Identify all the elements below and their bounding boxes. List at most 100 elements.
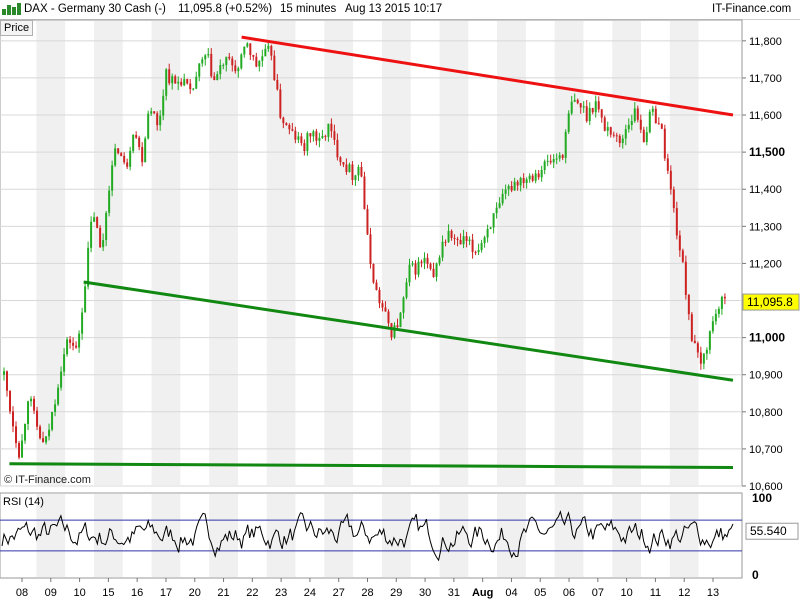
day-stripe <box>36 494 66 577</box>
day-stripe <box>36 21 66 485</box>
candle-up <box>60 371 63 388</box>
candle-down <box>450 230 453 238</box>
candle-down <box>72 342 75 346</box>
candle-up <box>606 127 609 131</box>
candle-down <box>288 125 291 130</box>
candle-up <box>495 207 498 214</box>
candle-down <box>330 123 333 132</box>
candle-up <box>222 64 225 66</box>
candle-down <box>228 56 231 59</box>
candle-up <box>51 411 54 430</box>
candle-down <box>9 390 12 412</box>
price-axis-label: 10,800 <box>749 407 783 419</box>
candle-up <box>267 45 270 49</box>
candle-down <box>126 162 129 167</box>
candle-up <box>633 108 636 122</box>
price-candles <box>3 41 726 460</box>
day-stripe <box>554 21 584 485</box>
day-stripe <box>381 494 411 577</box>
candle-down <box>687 294 690 315</box>
candle-up <box>129 150 132 167</box>
candle-down <box>381 303 384 308</box>
candle-down <box>252 55 255 57</box>
candle-up <box>87 247 90 287</box>
time-axis-label: 28 <box>361 587 373 599</box>
candle-up <box>243 46 246 55</box>
rsi-axis-label: 0 <box>752 568 759 582</box>
candle-up <box>261 56 264 61</box>
candle-up <box>702 353 705 364</box>
candle-down <box>282 117 285 124</box>
candle-down <box>255 56 258 67</box>
candle-down <box>369 234 372 265</box>
candle-down <box>612 134 615 136</box>
candle-down <box>654 108 657 124</box>
candle-up <box>348 164 351 173</box>
candle-up <box>45 436 48 443</box>
candle-down <box>210 53 213 77</box>
candle-down <box>333 131 336 140</box>
candle-up <box>105 212 108 241</box>
candle-up <box>621 138 624 144</box>
candle-down <box>396 325 399 328</box>
candle-up <box>582 106 585 108</box>
candle-up <box>480 243 483 250</box>
candle-up <box>528 175 531 180</box>
time-axis-label: 08 <box>16 587 28 599</box>
candle-down <box>699 352 702 364</box>
time-axis-label: 13 <box>707 587 719 599</box>
time-axis-label: 23 <box>275 587 287 599</box>
time-axis-label: 15 <box>102 587 114 599</box>
price-axis-label: 11,600 <box>749 110 782 122</box>
candle-down <box>153 111 156 114</box>
candle-up <box>111 165 114 191</box>
candle-down <box>429 263 432 269</box>
price-axis-label: 11,000 <box>749 331 785 345</box>
candle-up <box>201 59 204 64</box>
candle-up <box>219 65 222 75</box>
price-axis-label: 11,200 <box>749 258 782 270</box>
candle-up <box>594 101 597 113</box>
day-stripe <box>554 494 584 577</box>
candle-up <box>3 371 5 375</box>
candle-down <box>372 264 375 283</box>
candle-down <box>591 108 594 113</box>
candle-up <box>399 312 402 328</box>
candle-down <box>579 103 582 108</box>
candle-down <box>603 117 606 131</box>
candle-down <box>549 160 552 163</box>
candle-down <box>666 158 669 171</box>
candle-up <box>90 221 93 248</box>
candle-down <box>135 135 138 138</box>
candle-up <box>78 333 81 348</box>
candle-down <box>669 170 672 190</box>
candle-down <box>309 133 312 137</box>
candle-down <box>561 155 564 158</box>
candle-down <box>39 426 42 439</box>
candle-down <box>15 426 18 444</box>
price-axis-label: 11,300 <box>749 221 782 233</box>
candle-down <box>366 209 369 235</box>
candle-up <box>645 132 648 143</box>
candle-down <box>432 268 435 277</box>
candle-up <box>204 55 207 60</box>
candle-down <box>660 124 663 129</box>
candle-up <box>477 249 480 253</box>
candle-down <box>75 345 78 348</box>
time-axis-label: 31 <box>448 587 460 599</box>
candle-down <box>426 257 429 264</box>
candle-down <box>234 65 237 72</box>
candle-up <box>648 111 651 133</box>
candle-up <box>264 48 267 57</box>
candle-down <box>231 58 234 66</box>
candle-up <box>501 193 504 204</box>
rsi-last-box <box>745 522 799 540</box>
rsi-axis-label: 100 <box>752 491 772 505</box>
candle-up <box>258 60 261 67</box>
candle-down <box>117 148 120 154</box>
candle-down <box>618 135 621 144</box>
candle-down <box>279 89 282 118</box>
candle-down <box>723 296 726 299</box>
candle-down <box>300 136 303 144</box>
day-stripe <box>439 494 469 577</box>
